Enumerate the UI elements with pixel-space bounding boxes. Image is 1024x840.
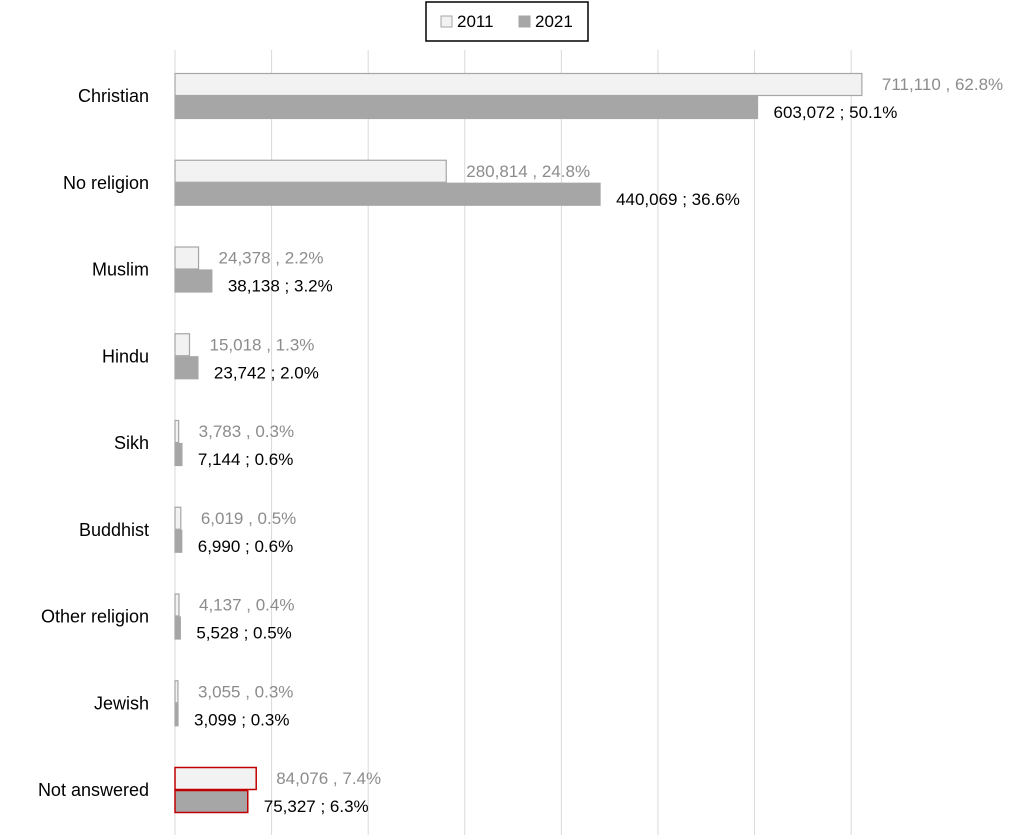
bar-2011-sikh — [174, 419, 180, 444]
bar-2021-muslim — [174, 269, 213, 293]
category-label-jewish: Jewish — [94, 693, 149, 713]
data-label-2021-no-religion: 440,069 ; 36.6% — [616, 190, 740, 209]
data-label-2021-muslim: 38,138 ; 3.2% — [228, 277, 333, 296]
legend: 2011 2021 — [425, 1, 589, 42]
legend-label-2011: 2011 — [457, 12, 494, 31]
data-label-2021-sikh: 7,144 ; 0.6% — [198, 450, 293, 469]
bar-2011-no-religion — [174, 159, 447, 183]
bar-2011-not-answered — [174, 766, 257, 791]
category-label-sikh: Sikh — [114, 433, 149, 453]
bar-2021-other-religion — [174, 616, 181, 640]
bar-2011-buddhist — [174, 506, 182, 530]
data-label-2021-christian: 603,072 ; 50.1% — [774, 103, 898, 122]
data-label-2021-not-answered: 75,327 ; 6.3% — [264, 797, 369, 816]
category-label-no-religion: No religion — [63, 173, 149, 193]
bars — [174, 72, 863, 814]
category-label-other-religion: Other religion — [41, 607, 149, 627]
data-label-2011-not-answered: 84,076 , 7.4% — [276, 769, 381, 788]
data-label-2011-christian: 711,110 , 62.8% — [882, 75, 1003, 94]
legend-label-2021: 2021 — [535, 12, 573, 31]
data-label-2011-no-religion: 280,814 , 24.8% — [466, 162, 590, 181]
data-label-2011-buddhist: 6,019 , 0.5% — [201, 509, 296, 528]
legend-swatch-2011 — [440, 15, 453, 28]
data-label-2021-hindu: 23,742 ; 2.0% — [214, 363, 319, 382]
data-label-2011-muslim: 24,378 , 2.2% — [219, 249, 324, 268]
data-label-2021-buddhist: 6,990 ; 0.6% — [198, 537, 293, 556]
bar-2021-buddhist — [174, 529, 183, 553]
legend-box — [425, 1, 589, 42]
bar-2011-hindu — [174, 333, 191, 357]
bar-2021-no-religion — [174, 182, 601, 206]
data-label-2011-sikh: 3,783 , 0.3% — [199, 422, 294, 441]
category-label-muslim: Muslim — [92, 260, 149, 280]
data-label-2011-jewish: 3,055 , 0.3% — [198, 682, 293, 701]
bar-2021-jewish — [174, 703, 179, 727]
bar-2021-sikh — [174, 442, 183, 467]
bar-2021-christian — [174, 95, 759, 120]
data-label-2021-other-religion: 5,528 ; 0.5% — [196, 624, 291, 643]
category-labels: Christian No religion Muslim Hindu Sikh Buddh… — [38, 86, 149, 800]
category-label-hindu: Hindu — [102, 346, 149, 366]
category-label-not-answered: Not answered — [38, 780, 149, 800]
data-label-2011-other-religion: 4,137 , 0.4% — [199, 596, 294, 615]
bar-2011-christian — [174, 72, 863, 97]
category-label-christian: Christian — [78, 86, 149, 106]
data-label-2011-hindu: 15,018 , 1.3% — [210, 335, 315, 354]
bar-2011-muslim — [174, 246, 200, 270]
bar-2021-not-answered — [174, 789, 249, 814]
legend-swatch-2021 — [518, 15, 531, 28]
category-label-buddhist: Buddhist — [79, 520, 149, 540]
data-labels: 711,110 , 62.8% 603,072 ; 50.1% 280,814 , … — [194, 75, 1003, 816]
bar-2011-jewish — [174, 680, 179, 704]
data-label-2021-jewish: 3,099 ; 0.3% — [194, 710, 289, 729]
bar-2021-hindu — [174, 356, 199, 380]
bar-2011-other-religion — [174, 593, 180, 617]
